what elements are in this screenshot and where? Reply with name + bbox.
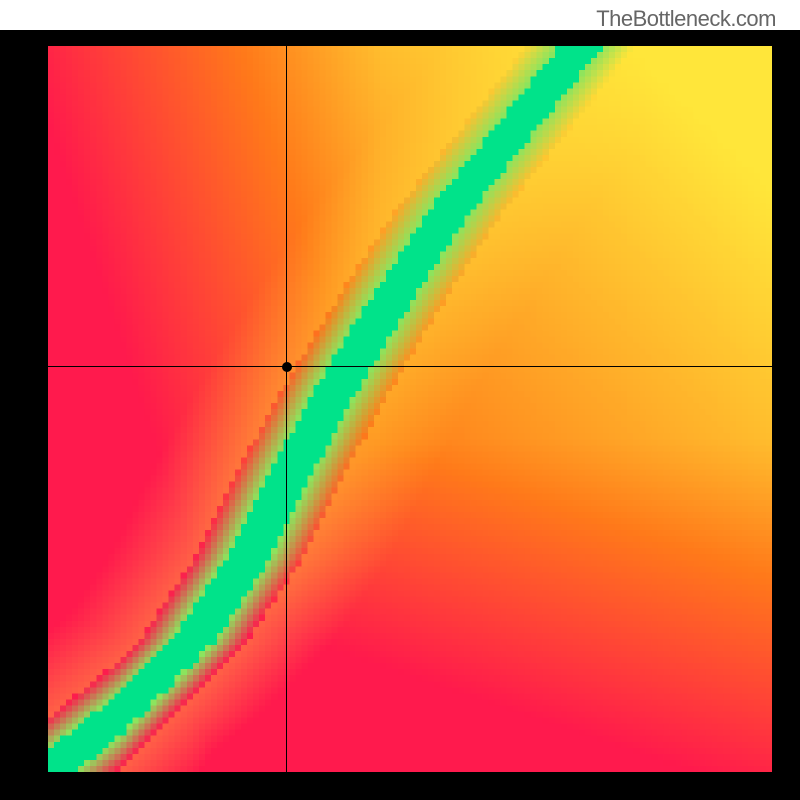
frame-bottom <box>0 772 800 800</box>
heatmap-canvas <box>48 46 772 772</box>
marker-point <box>282 362 292 372</box>
crosshair-horizontal <box>48 366 772 367</box>
frame-right <box>772 30 800 800</box>
watermark-text: TheBottleneck.com <box>596 6 776 32</box>
frame-left <box>0 30 48 800</box>
crosshair-vertical <box>286 46 287 772</box>
heatmap-plot <box>48 46 772 772</box>
chart-container: TheBottleneck.com <box>0 0 800 800</box>
frame-top <box>0 30 800 46</box>
